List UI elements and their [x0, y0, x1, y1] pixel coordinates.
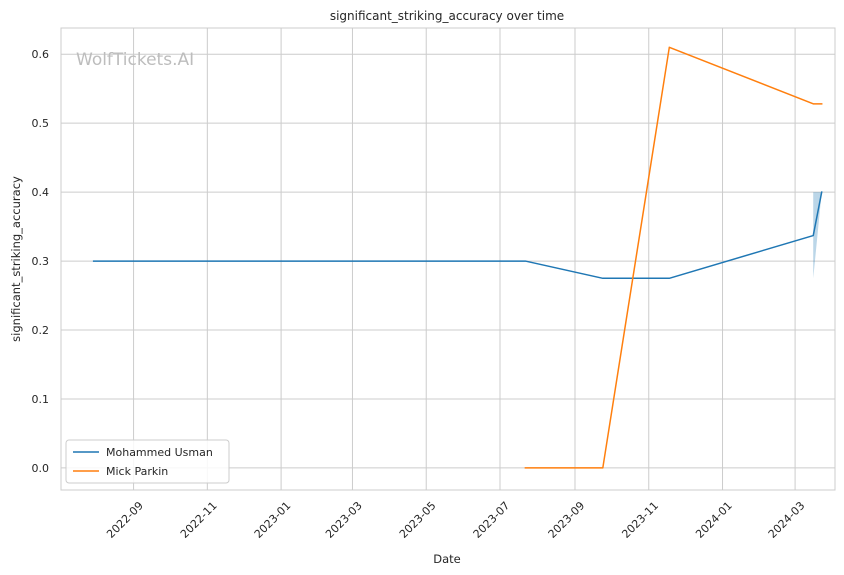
legend-label-mick-parkin: Mick Parkin [106, 465, 168, 478]
legend: Mohammed Usman Mick Parkin [65, 439, 230, 484]
y-tick-label: 0.1 [32, 393, 50, 406]
y-axis-title: significant_striking_accuracy [9, 176, 23, 342]
x-axis-title: Date [433, 552, 461, 566]
series-line-mick-parkin [524, 46, 823, 469]
chart-title: significant_striking_accuracy over time [330, 9, 564, 23]
y-tick-label: 0.4 [32, 186, 50, 199]
y-tick-label: 0.3 [32, 255, 50, 268]
y-axis-ticks: 0.0 0.1 0.2 0.3 0.4 0.5 0.6 [32, 48, 50, 475]
watermark: WolfTickets.AI [76, 50, 194, 70]
series-lines [92, 46, 823, 469]
y-tick-label: 0.5 [32, 117, 50, 130]
plot-frame [60, 27, 836, 491]
legend-box [65, 439, 230, 484]
confidence-bands [813, 192, 822, 279]
confidence-band-mohammed-usman [813, 192, 822, 279]
y-tick-label: 0.2 [32, 324, 50, 337]
legend-label-mohammed-usman: Mohammed Usman [106, 446, 213, 459]
y-tick-label: 0.6 [32, 48, 50, 61]
y-tick-label: 0.0 [32, 462, 50, 475]
series-line-mohammed-usman [92, 191, 823, 280]
